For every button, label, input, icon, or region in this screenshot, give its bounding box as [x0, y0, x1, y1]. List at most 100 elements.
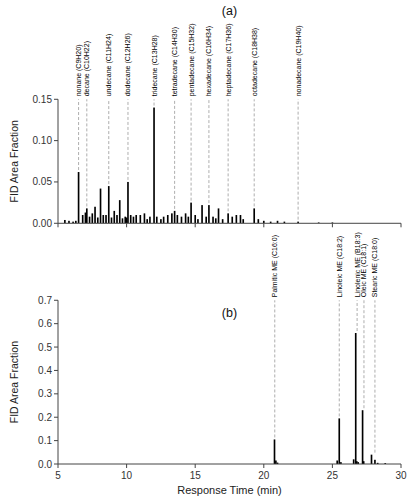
y-tick-label: 0.0	[38, 459, 52, 470]
y-axis	[58, 99, 59, 223]
bar	[205, 217, 207, 224]
bar	[100, 189, 102, 224]
y-tick-label: 0.10	[33, 135, 53, 146]
x-tick-label: 25	[327, 470, 339, 481]
bar	[177, 215, 179, 223]
x-tick	[332, 464, 333, 468]
bars	[64, 108, 333, 224]
annotation-line	[228, 99, 229, 211]
bar	[139, 215, 141, 223]
x-tick-label: 30	[395, 470, 407, 481]
x-tick	[58, 464, 59, 468]
y-tick	[54, 417, 58, 418]
y-tick	[54, 464, 58, 465]
x-tick	[195, 223, 196, 227]
bar	[94, 207, 96, 224]
bar	[119, 200, 121, 223]
bar	[253, 208, 255, 223]
bar	[257, 219, 259, 223]
bar	[146, 219, 148, 223]
bar	[362, 410, 364, 464]
bar	[91, 213, 93, 223]
bar	[149, 217, 151, 224]
x-tick	[332, 223, 333, 227]
bar	[353, 459, 355, 464]
bar	[242, 219, 244, 223]
y-tick	[54, 99, 58, 100]
panel: 0.000.050.100.15FID Area Fractionnonane …	[8, 4, 401, 229]
bars	[274, 333, 386, 464]
bar	[122, 218, 124, 223]
bar	[201, 205, 203, 223]
y-tick-label: 0.3	[38, 388, 52, 399]
bar	[171, 213, 173, 223]
annotation-line	[78, 99, 79, 170]
x-tick-label: 5	[55, 470, 61, 481]
annotation-label: undecane (C11H24)	[105, 34, 113, 97]
y-tick	[54, 440, 58, 441]
bar	[338, 418, 340, 464]
bar	[82, 215, 84, 223]
bar	[111, 217, 113, 223]
annotation-line	[191, 99, 192, 200]
bar	[222, 219, 224, 223]
bar	[374, 460, 376, 464]
x-tick	[58, 223, 59, 227]
bar	[89, 217, 91, 224]
annotation-label: tridecane (C13H28)	[151, 35, 159, 96]
bar	[208, 205, 210, 223]
bar	[227, 213, 229, 223]
x-tick	[126, 464, 127, 468]
y-tick	[54, 347, 58, 348]
bar	[174, 211, 176, 223]
annotation-line	[298, 99, 299, 219]
y-axis-label: FID Area Fraction	[8, 341, 20, 423]
bar	[160, 219, 162, 223]
y-tick-label: 0.00	[33, 218, 53, 229]
bar	[144, 213, 146, 223]
bar	[133, 217, 135, 224]
annotation-line	[208, 99, 209, 203]
y-tick-label: 0.4	[38, 365, 52, 376]
bar	[97, 217, 99, 223]
annotation-label: nonane (C9H20)	[75, 45, 83, 97]
x-tick	[263, 223, 264, 227]
bar	[371, 455, 373, 464]
bar	[197, 219, 199, 223]
y-tick	[54, 181, 58, 182]
annotation-line	[363, 300, 364, 408]
y-tick-label: 0.6	[38, 318, 52, 329]
x-tick-label: 10	[121, 470, 133, 481]
annotation-line	[108, 99, 109, 184]
title: (b)	[222, 306, 237, 320]
x-tick	[195, 464, 196, 468]
bar	[105, 215, 107, 223]
bar	[113, 211, 115, 223]
y-axis	[58, 300, 59, 464]
chart: 0.00 0.05 0.10 0.15 FID Area Fraction nonane …	[0, 0, 413, 500]
y-tick-label: 0.2	[38, 412, 52, 423]
bar	[102, 215, 104, 223]
y-tick-label: 0.15	[33, 94, 53, 105]
bar	[218, 208, 220, 223]
y-tick	[54, 370, 58, 371]
bar	[212, 217, 214, 224]
x-axis-label: Response Time (min)	[177, 484, 282, 496]
annotation-line	[254, 99, 255, 206]
y-tick-label: 0.05	[33, 176, 53, 187]
bar	[163, 217, 165, 224]
annotation-label: hexadecane (C16H34)	[205, 26, 213, 96]
bar	[78, 172, 80, 223]
bar	[108, 186, 110, 223]
y-tick	[54, 300, 58, 301]
bar	[116, 215, 118, 223]
annotation-label: Stearic ME (C18:0)	[371, 238, 379, 298]
bar	[194, 215, 196, 223]
bar	[185, 213, 187, 223]
x-tick-label: 20	[258, 470, 270, 481]
annotation-line	[339, 300, 340, 416]
annotation-label: decane (C10H22)	[83, 41, 91, 96]
annotation-line	[86, 99, 87, 206]
bar	[181, 217, 183, 224]
annotation-label: pentadecane (C15H32)	[188, 24, 196, 97]
